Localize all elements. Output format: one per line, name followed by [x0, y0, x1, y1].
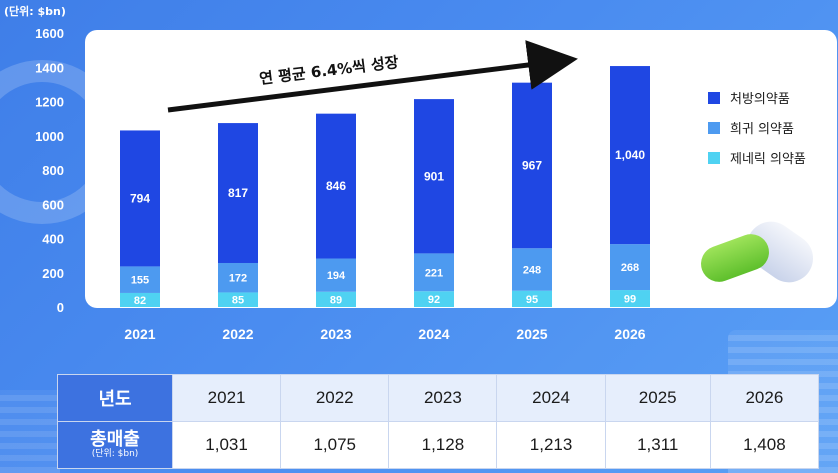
y-tick-label: 0: [57, 300, 64, 315]
y-tick-label: 800: [42, 163, 64, 178]
revenue-summary-table: 년도 2021 2022 2023 2024 2025 2026 총매출 (단위…: [57, 374, 820, 469]
bar-value-label: 172: [229, 273, 247, 285]
bar-value-label: 155: [131, 275, 149, 287]
x-tick-label: 2023: [320, 326, 351, 342]
table-cell-total: 1,031: [171, 421, 282, 469]
bar-segment: [512, 248, 552, 291]
x-tick-label: 2026: [614, 326, 645, 342]
table-cell-year: 2024: [496, 374, 606, 422]
bar-value-label: 95: [526, 294, 538, 306]
y-tick-label: 1600: [35, 26, 64, 41]
bar-segment: [610, 290, 650, 307]
table-cell-total: 1,075: [280, 421, 390, 469]
legend-swatch: [708, 122, 720, 134]
x-tick-label: 2024: [418, 326, 449, 342]
bar-value-label: 817: [228, 186, 248, 200]
bar-segment: [218, 292, 258, 307]
x-tick-label: 2025: [516, 326, 547, 342]
decorative-coin-stack-left: [0, 390, 60, 473]
bar-value-label: 1,040: [615, 148, 645, 162]
bar-segment: [218, 123, 258, 263]
legend-swatch: [708, 152, 720, 164]
table-cell-year: 2023: [388, 374, 498, 422]
y-tick-label: 400: [42, 232, 64, 247]
x-tick-label: 2021: [124, 326, 155, 342]
y-tick-label: 1000: [35, 129, 64, 144]
bar-value-label: 92: [428, 294, 440, 306]
bar-segment: [120, 292, 160, 307]
bar-segment: [316, 291, 356, 307]
legend-swatch: [708, 92, 720, 104]
year-header-label: 년도: [98, 389, 132, 410]
total-header-cell: 총매출 (단위: $bn): [57, 421, 173, 469]
table-cell-total: 1,213: [496, 421, 606, 469]
y-tick-label: 1200: [35, 95, 64, 110]
bar-value-label: 85: [232, 295, 244, 307]
table-cell-year: 2021: [171, 374, 282, 422]
bar-value-label: 82: [134, 295, 146, 307]
y-tick-label: 600: [42, 197, 64, 212]
growth-arrow: [167, 40, 578, 113]
bar-value-label: 194: [327, 270, 346, 282]
table-cell-total: 1,311: [604, 421, 711, 469]
total-header-label: 총매출: [90, 429, 140, 450]
total-unit-label: (단위: $bn): [91, 449, 139, 459]
bar-segment: [512, 82, 552, 249]
table-cell-year: 2022: [280, 374, 390, 422]
bar-value-label: 99: [624, 294, 636, 306]
legend-label: 처방의약품: [730, 92, 790, 107]
bar-value-label: 846: [326, 179, 346, 193]
legend-label: 희귀 의약품: [730, 122, 794, 137]
y-tick-label: 1400: [35, 60, 64, 75]
bar-value-label: 794: [130, 191, 150, 205]
bar-value-label: 268: [621, 262, 639, 274]
bar-value-label: 901: [424, 169, 444, 183]
table-cell-total: 1,128: [388, 421, 498, 469]
table-cell-year: 2026: [709, 374, 820, 422]
bar-segment: [512, 290, 552, 307]
stacked-bar-chart: 0 200 400 600 800 1000 1200 1400 1600 82 155 794 85…: [35, 26, 806, 342]
bar-segment: [316, 258, 356, 292]
table-row-years: 년도 2021 2022 2023 2024 2025 2026: [57, 374, 820, 422]
bar-value-label: 248: [523, 264, 541, 276]
x-tick-label: 2022: [222, 326, 253, 342]
legend-label: 제네릭 의약품: [730, 152, 806, 167]
y-tick-label: 200: [42, 266, 64, 281]
table-row-totals: 총매출 (단위: $bn) 1,031 1,075 1,128 1,213 1,…: [57, 421, 820, 469]
bar-segment: [120, 130, 160, 267]
table-cell-year: 2025: [604, 374, 711, 422]
bar-segment: [120, 266, 160, 293]
year-header-cell: 년도: [57, 374, 173, 422]
bar-segment: [414, 253, 454, 292]
bar-value-label: 89: [330, 294, 342, 306]
bar-segment: [610, 66, 650, 245]
bar-segment: [218, 262, 258, 293]
bar-segment: [414, 99, 454, 254]
chart-unit-label: (단위: $bn): [4, 5, 66, 18]
bar-segment: [316, 113, 356, 259]
bar-value-label: 967: [522, 158, 542, 172]
bar-segment: [610, 244, 650, 291]
table-cell-total: 1,408: [709, 421, 820, 469]
bar-segment: [414, 291, 454, 307]
bar-value-label: 221: [425, 267, 443, 279]
